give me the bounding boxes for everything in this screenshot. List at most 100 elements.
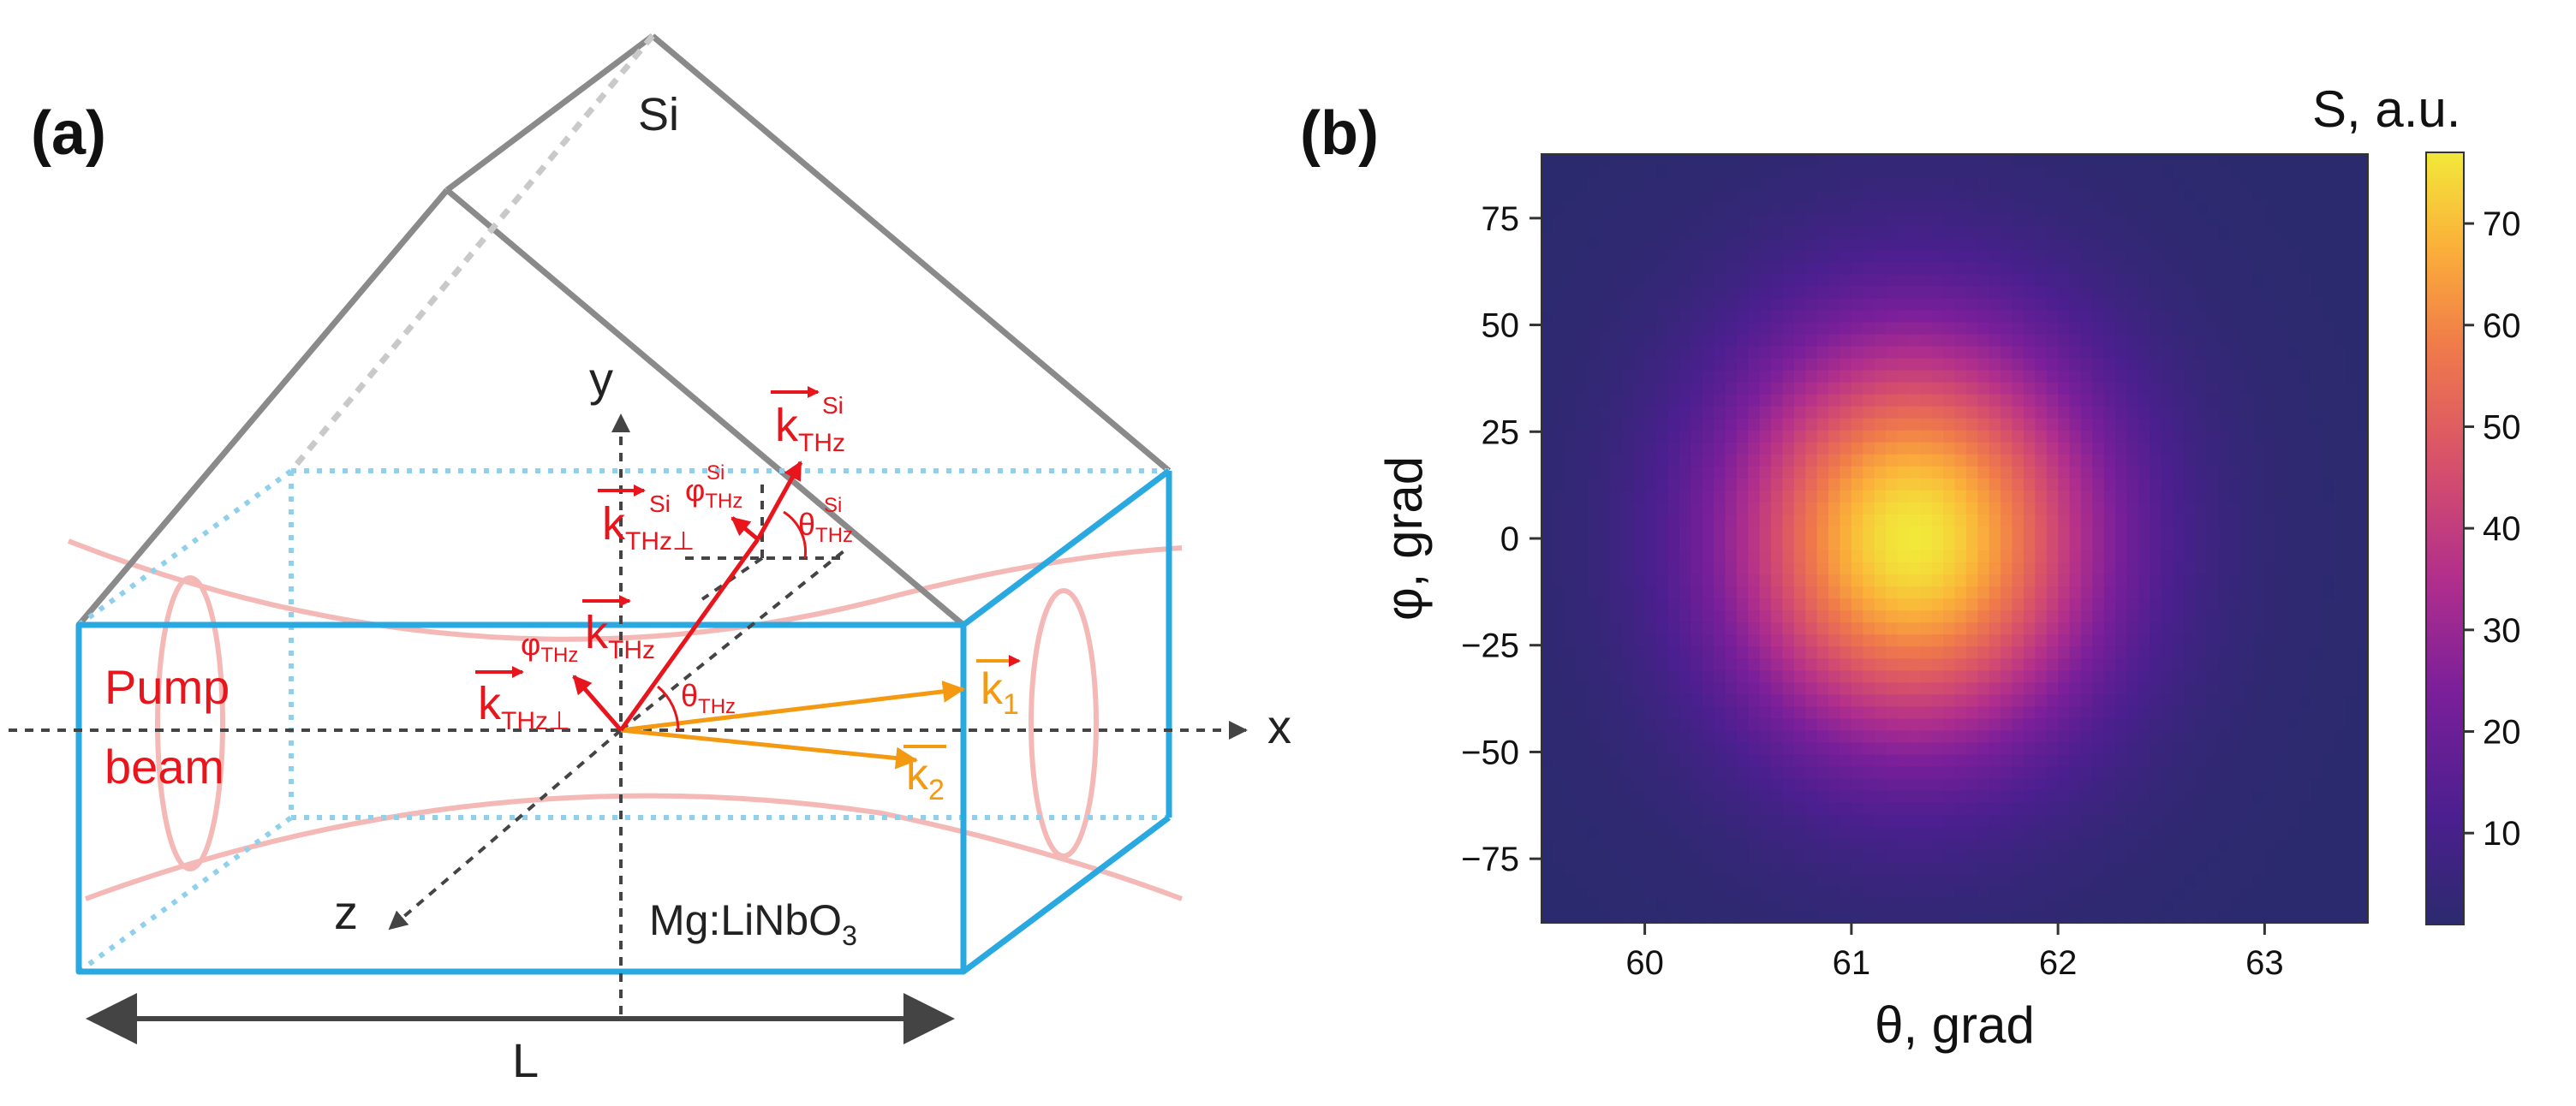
heatmap-cell: [2184, 862, 2197, 876]
heatmap-cell: [2333, 370, 2346, 384]
heatmap-cell: [1977, 478, 1990, 491]
heatmap-cell: [2012, 298, 2024, 312]
heatmap-cell: [2161, 598, 2174, 611]
heatmap-cell: [2218, 502, 2231, 515]
heatmap-cell: [1863, 550, 1875, 563]
heatmap-cell: [1553, 550, 1565, 563]
heatmap-cell: [2001, 670, 2013, 683]
heatmap-cell: [1989, 694, 2001, 708]
heatmap-cell: [1805, 658, 1818, 671]
heatmap-cell: [1725, 586, 1738, 599]
heatmap-cell: [2035, 226, 2048, 239]
heatmap-cell: [2103, 826, 2116, 840]
heatmap-cell: [2150, 682, 2162, 696]
heatmap-cell: [2069, 706, 2082, 720]
heatmap-cell: [2080, 730, 2093, 744]
heatmap-cell: [1553, 214, 1565, 227]
heatmap-cell: [1805, 682, 1818, 696]
heatmap-cell: [1576, 202, 1589, 215]
heatmap-cell: [2345, 382, 2358, 395]
heatmap-cell: [1816, 886, 1829, 900]
heatmap-cell: [1897, 478, 1910, 491]
heatmap-cell: [1576, 262, 1589, 275]
heatmap-cell: [1989, 526, 2001, 539]
heatmap-cell: [1667, 874, 1680, 888]
heatmap-cell: [1679, 298, 1691, 312]
heatmap-cell: [1840, 814, 1852, 828]
heatmap-cell: [2138, 298, 2150, 312]
heatmap-cell: [1989, 406, 2001, 419]
heatmap-cell: [1977, 706, 1990, 720]
heatmap-cell: [2207, 262, 2220, 275]
heatmap-cell: [2023, 658, 2036, 671]
heatmap-cell: [1576, 250, 1589, 263]
heatmap-cell: [1816, 262, 1829, 275]
heatmap-cell: [1633, 454, 1646, 467]
x-tick-label: 60: [1625, 944, 1664, 982]
heatmap-cell: [1541, 226, 1553, 239]
heatmap-cell: [2103, 466, 2116, 479]
heatmap-cell: [2161, 874, 2174, 888]
heatmap-cell: [2001, 358, 2013, 372]
heatmap-cell: [2252, 658, 2265, 671]
heatmap-cell: [2287, 514, 2300, 527]
heatmap-cell: [2252, 382, 2265, 395]
heatmap-cell: [2333, 310, 2346, 324]
heatmap-cell: [2058, 490, 2071, 503]
heatmap-cell: [1564, 550, 1577, 563]
heatmap-cell: [2275, 214, 2288, 227]
heatmap-cell: [1851, 478, 1863, 491]
heatmap-cell: [2161, 826, 2174, 840]
heatmap-cell: [1667, 322, 1680, 336]
heatmap-cell: [1874, 514, 1887, 527]
heatmap-cell: [1541, 538, 1553, 551]
heatmap-cell: [2230, 574, 2243, 587]
heatmap-cell: [2035, 778, 2048, 792]
heatmap-cell: [1805, 574, 1818, 587]
heatmap-cell: [1954, 154, 1967, 167]
heatmap-cell: [1840, 358, 1852, 372]
k-thz-si-perp-text: kTHz⊥: [602, 498, 695, 556]
heatmap-cell: [2046, 574, 2059, 587]
heatmap-cell: [1564, 274, 1577, 287]
heatmap-cell: [1690, 286, 1703, 299]
heatmap-cell: [2001, 718, 2013, 732]
heatmap-cell: [2001, 850, 2013, 864]
heatmap-cell: [2161, 262, 2174, 275]
heatmap-cell: [1965, 274, 1978, 287]
heatmap-cell: [2252, 838, 2265, 852]
heatmap-cell: [1863, 790, 1875, 804]
heatmap-cell: [1920, 646, 1933, 659]
heatmap-cell: [1633, 802, 1646, 816]
heatmap-cell: [1679, 874, 1691, 888]
heatmap-cell: [2173, 898, 2185, 912]
heatmap-cell: [2023, 238, 2036, 251]
heatmap-cell: [2195, 742, 2208, 756]
heatmap-cell: [1610, 298, 1623, 312]
heatmap-cell: [1553, 538, 1565, 551]
heatmap-cell: [2046, 298, 2059, 312]
heatmap-cell: [2150, 598, 2162, 611]
heatmap-cell: [1553, 430, 1565, 443]
heatmap-cell: [2287, 646, 2300, 659]
heatmap-cell: [2058, 754, 2071, 768]
heatmap-cell: [1656, 622, 1669, 635]
heatmap-cell: [1886, 862, 1899, 876]
heatmap-cell: [1816, 586, 1829, 599]
heatmap-cell: [1805, 154, 1818, 167]
heatmap-cell: [2322, 346, 2334, 360]
heatmap-cell: [1908, 718, 1921, 732]
heatmap-cell: [2058, 646, 2071, 659]
heatmap-cell: [2287, 622, 2300, 635]
heatmap-cell: [2080, 886, 2093, 900]
heatmap-cell: [2207, 538, 2220, 551]
heatmap-cell: [2241, 658, 2254, 671]
heatmap-cell: [2138, 466, 2150, 479]
heatmap-cell: [1874, 382, 1887, 395]
heatmap-cell: [1714, 550, 1726, 563]
heatmap-cell: [2322, 178, 2334, 191]
heatmap-cell: [1793, 226, 1806, 239]
heatmap-cell: [1714, 250, 1726, 263]
heatmap-cell: [1943, 634, 1956, 647]
heatmap-cell: [1886, 802, 1899, 816]
